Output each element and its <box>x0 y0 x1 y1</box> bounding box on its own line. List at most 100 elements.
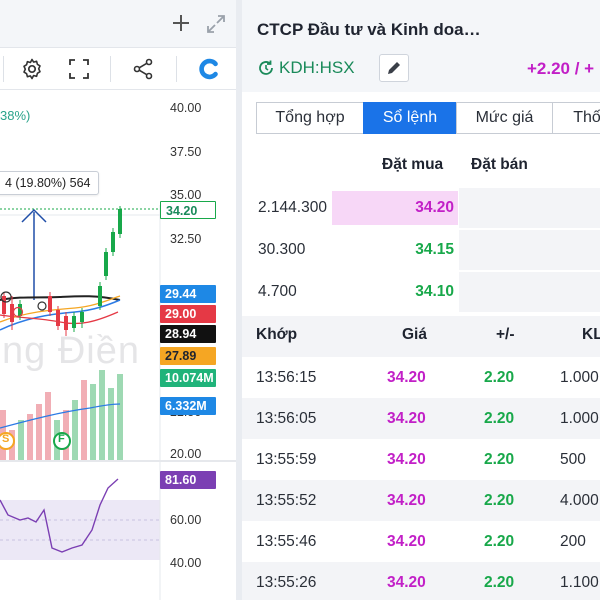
trade-volume: 1.000 <box>560 369 599 386</box>
trade-price: 34.20 <box>387 492 426 509</box>
trade-row[interactable]: 13:56:05 34.20 2.20 1.000 <box>242 398 600 439</box>
chart-tooltip: 4 (19.80%) 564 <box>0 171 100 195</box>
volume-bar <box>332 233 458 267</box>
trade-change: 2.20 <box>484 410 515 427</box>
gear-icon[interactable] <box>19 56 45 82</box>
price-tag: 34.20 <box>160 201 216 219</box>
share-icon[interactable] <box>130 56 156 82</box>
trade-row[interactable]: 13:55:26 34.20 2.20 1.100 <box>242 562 600 600</box>
tab-tong-hop[interactable]: Tổng hợp <box>256 102 364 134</box>
trade-row[interactable]: 13:55:59 34.20 2.20 500 <box>242 439 600 480</box>
refresh-clock-icon <box>259 60 273 75</box>
watermark: ng Điền <box>2 330 140 372</box>
price-axis-label: 37.50 <box>170 145 202 159</box>
stock-header: CTCP Đầu tư và Kinh doa… KDH:HSX +2.20 /… <box>242 0 600 92</box>
price-axis-label: 32.50 <box>170 232 202 246</box>
trade-time: 13:55:26 <box>256 574 317 591</box>
price-tag: 27.89 <box>160 347 216 365</box>
trade-price: 34.20 <box>387 533 426 550</box>
trade-price: 34.20 <box>387 451 426 468</box>
marker-s[interactable]: S <box>2 433 10 445</box>
trade-time: 13:55:59 <box>256 451 317 468</box>
price-header: Giá <box>402 326 427 343</box>
rsi-axis-label: 60.00 <box>170 513 202 527</box>
price-tag: 6.332M <box>160 397 216 415</box>
trade-time: 13:56:05 <box>256 410 317 427</box>
bid-price: 34.10 <box>415 283 454 300</box>
price-tag: 29.44 <box>160 285 216 303</box>
trades-header-row <box>242 316 600 357</box>
company-name: CTCP Đầu tư và Kinh doa… <box>257 20 481 39</box>
bid-volume: 2.144.300 <box>258 199 327 216</box>
price-tag: 29.00 <box>160 305 216 323</box>
trade-time: 13:55:52 <box>256 492 317 509</box>
toolbar-divider <box>3 56 4 82</box>
tab-so-lenh[interactable]: Sổ lệnh <box>363 102 457 134</box>
price-axis-label: 35.00 <box>170 188 202 202</box>
bid-volume: 30.300 <box>258 241 306 258</box>
chart-panel-header <box>0 0 236 48</box>
tab-muc-gia[interactable]: Mức giá <box>456 102 553 134</box>
trade-volume: 4.000 <box>560 492 599 509</box>
price-tag: 10.074M <box>160 369 216 387</box>
order-book-row[interactable]: 2.144.300 34.20 <box>242 188 600 228</box>
volume-header: KL <box>582 326 600 343</box>
trade-volume: 1.000 <box>560 410 599 427</box>
bid-price: 34.15 <box>415 241 454 258</box>
fullscreen-icon[interactable] <box>66 56 92 82</box>
volume-bar <box>332 191 458 225</box>
price-axis-label: 20.00 <box>170 447 202 461</box>
tab-bar: Tổng hợp Sổ lệnh Mức giá Thố <box>256 102 600 134</box>
trade-price: 34.20 <box>387 410 426 427</box>
time-header: Khớp <box>256 326 298 343</box>
plus-icon[interactable] <box>168 10 194 36</box>
buy-header: Đặt mua <box>382 156 444 173</box>
order-book-row[interactable]: 4.700 34.10 <box>242 272 600 312</box>
ticker-symbol[interactable]: KDH:HSX <box>279 58 355 77</box>
trade-volume: 500 <box>560 451 586 468</box>
arrow-up-icon <box>21 208 47 223</box>
trade-change: 2.20 <box>484 574 515 591</box>
sell-header: Đặt bán <box>471 156 528 173</box>
trade-price: 34.20 <box>387 369 426 386</box>
volume-bar <box>332 275 458 309</box>
trade-row[interactable]: 13:55:46 34.20 2.20 200 <box>242 521 600 562</box>
trade-time: 13:55:46 <box>256 533 317 550</box>
logo-icon[interactable] <box>196 56 222 82</box>
marker-f[interactable]: F <box>58 433 65 445</box>
tab-thong-ke[interactable]: Thố <box>552 102 600 134</box>
trade-volume: 1.100 <box>560 574 599 591</box>
expand-icon[interactable] <box>204 12 228 36</box>
edit-button[interactable] <box>379 54 409 82</box>
sell-cell <box>459 272 600 312</box>
trade-time: 13:56:15 <box>256 369 317 386</box>
chart-toolbar <box>0 48 236 90</box>
price-tag: 81.60 <box>160 471 216 489</box>
trade-change: 2.20 <box>484 451 515 468</box>
change-header: +/- <box>496 326 515 343</box>
rsi-axis-label: 40.00 <box>170 556 202 570</box>
rsi-line <box>0 478 119 553</box>
toolbar-divider <box>176 56 177 82</box>
pencil-icon <box>388 62 400 74</box>
price-axis-label: 40.00 <box>170 101 202 115</box>
order-book-panel: CTCP Đầu tư và Kinh doa… KDH:HSX +2.20 /… <box>242 0 600 600</box>
percent-label: 38%) <box>0 108 31 123</box>
sell-cell <box>459 188 600 228</box>
trade-volume: 200 <box>560 533 586 550</box>
toolbar-divider <box>110 56 111 82</box>
trade-change: 2.20 <box>484 369 515 386</box>
price-tag: 28.94 <box>160 325 216 343</box>
sell-cell <box>459 230 600 270</box>
chart-panel: 38%) 4 (19.80%) 564 ng Điền 40.00 37.50 35… <box>0 0 236 600</box>
trade-row[interactable]: 13:55:52 34.20 2.20 4.000 <box>242 480 600 521</box>
bid-volume: 4.700 <box>258 283 297 300</box>
trade-change: 2.20 <box>484 492 515 509</box>
trade-price: 34.20 <box>387 574 426 591</box>
price-change: +2.20 / + <box>527 59 595 78</box>
order-book-row[interactable]: 30.300 34.15 <box>242 230 600 270</box>
bid-price: 34.20 <box>415 199 454 216</box>
trade-row[interactable]: 13:56:15 34.20 2.20 1.000 <box>242 357 600 398</box>
candlestick-chart[interactable] <box>0 90 236 600</box>
trade-change: 2.20 <box>484 533 515 550</box>
